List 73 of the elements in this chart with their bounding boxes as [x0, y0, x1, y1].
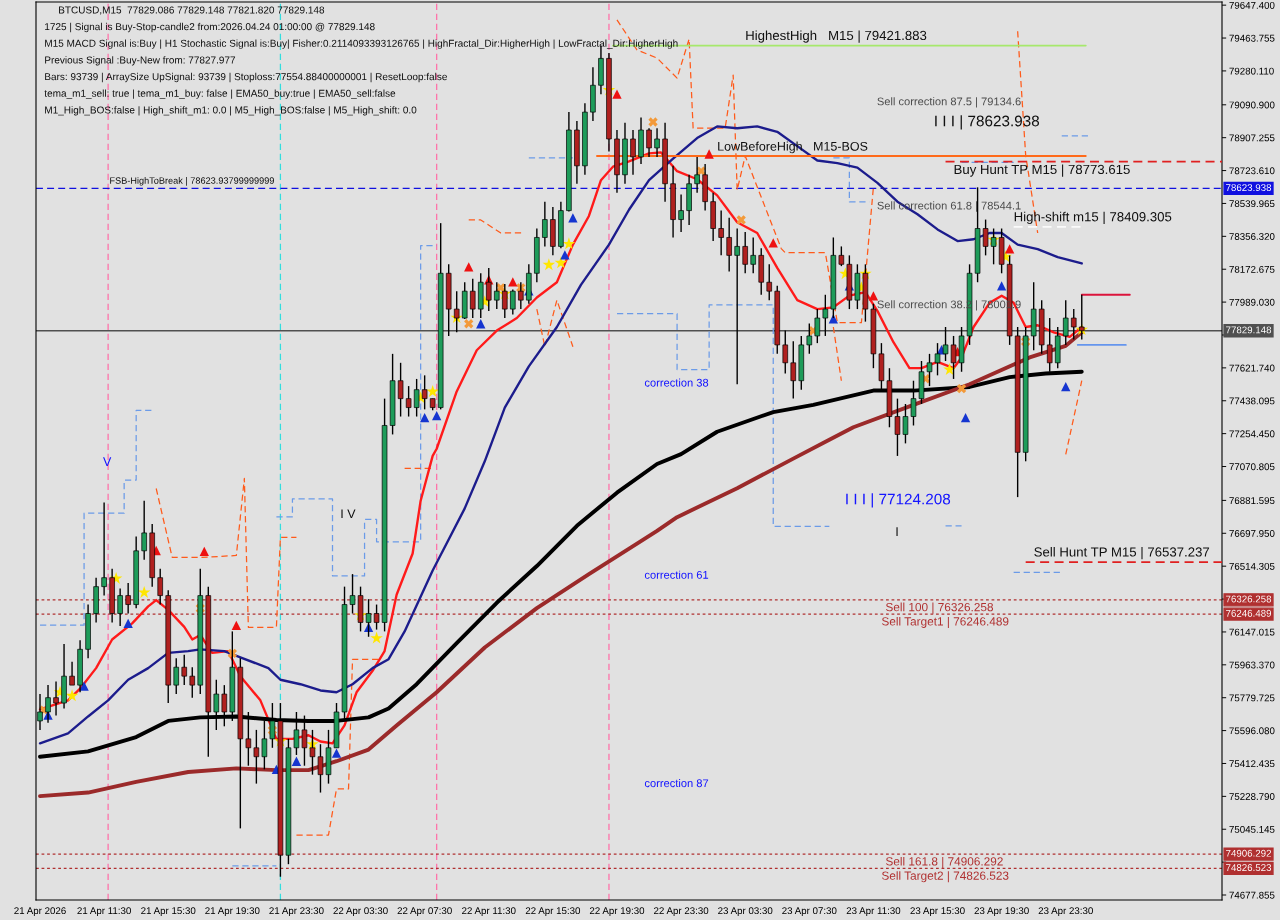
y-tick-label: 76881.595	[1229, 497, 1275, 505]
annotation: tema_m1_sell: true | tema_m1_buy: false | EMA50_buy:true | EMA50_sell:false	[44, 89, 396, 99]
y-tick-label: 78723.610	[1229, 167, 1275, 175]
annotation: correction 38	[644, 378, 709, 387]
annotation: BTCUSD,M15 77829.086 77829.148 77821.820 77829.148	[59, 6, 325, 15]
annotation: correction 61	[644, 570, 709, 579]
y-tick-label: 75963.370	[1229, 661, 1275, 669]
x-tick-label: 21 Apr 19:30	[205, 907, 260, 917]
y-tick-label: 77070.805	[1229, 463, 1275, 471]
annotation: I	[896, 527, 898, 536]
annotation: Buy Hunt TP M15 | 78773.615	[954, 164, 1130, 177]
y-tick-label: 77438.095	[1229, 397, 1275, 405]
ref-line-label: 76326.258	[1226, 595, 1272, 603]
y-tick-label: 78907.255	[1229, 134, 1275, 142]
annotation: Previous Signal :Buy-New from: 77827.977	[45, 56, 236, 66]
ref-line-label: 77829.148	[1226, 326, 1272, 334]
x-tick-label: 23 Apr 03:30	[718, 907, 773, 917]
x-tick-label: 23 Apr 15:30	[910, 907, 965, 917]
x-tick-label: 22 Apr 23:30	[654, 907, 709, 917]
y-tick-label: 76147.015	[1229, 628, 1275, 636]
annotation: Sell 161.8 | 74906.292	[885, 856, 1003, 868]
y-tick-label: 78539.965	[1229, 200, 1275, 208]
ref-line-label: 78623.938	[1226, 184, 1272, 192]
annotation: Sell 100 | 76326.258	[885, 602, 994, 614]
annotation: Bars: 93739 | ArraySize UpSignal: 93739 | Stoploss:77554.88400000001 | ResetLoop:false	[45, 72, 447, 83]
annotation: Sell correction 87.5 | 79134.6	[877, 97, 1021, 108]
annotation: High-shift m15 | 78409.305	[1014, 211, 1172, 225]
y-tick-label: 79463.755	[1229, 34, 1275, 42]
x-tick-label: 23 Apr 19:30	[974, 907, 1029, 917]
y-tick-label: 78172.675	[1229, 265, 1275, 273]
x-tick-label: 21 Apr 15:30	[141, 907, 196, 917]
annotation: M15 MACD Signal is:Buy | H1 Stochastic Signal is:Buy| Fisher:0.2114093393126765 | HighFractal_Dir:HigherHigh | LowFractal_Dir:HigherHigh	[45, 39, 678, 49]
y-tick-label: 75045.145	[1229, 825, 1275, 833]
annotation: Sell Hunt TP M15 | 76537.237	[1034, 546, 1210, 560]
ref-line-label: 76246.489	[1226, 609, 1272, 617]
x-tick-label: 23 Apr 07:30	[782, 907, 837, 917]
annotation: I V	[341, 509, 356, 518]
x-tick-label: 21 Apr 2026	[14, 907, 66, 917]
x-tick-label: 22 Apr 19:30	[589, 907, 645, 917]
annotation: Sell Target1 | 76246.489	[881, 616, 1009, 628]
annotation: FSB-HighToBreak | 78623.93799999999	[110, 177, 274, 186]
y-tick-label: 74677.855	[1229, 891, 1275, 899]
x-tick-label: 22 Apr 11:30	[462, 907, 516, 917]
y-tick-label: 75779.725	[1229, 694, 1275, 702]
y-tick-label: 77621.740	[1229, 364, 1275, 372]
x-tick-label: 22 Apr 15:30	[525, 907, 581, 917]
ref-line-label: 74826.523	[1226, 864, 1272, 871]
annotation: I I I | 78623.938	[935, 115, 1040, 130]
y-tick-label: 76514.305	[1229, 562, 1275, 570]
annotation: I I I | 77124.208	[846, 493, 951, 508]
x-tick-label: 23 Apr 23:30	[1038, 907, 1093, 917]
x-tick-label: 21 Apr 11:30	[77, 907, 131, 917]
y-tick-label: 78356.320	[1229, 233, 1275, 240]
y-tick-label: 79090.900	[1229, 101, 1275, 109]
annotation: M1_High_BOS:false | High_shift_m1: 0.0 | M5_High_BOS:false | M5_High_shift: 0.0	[45, 106, 417, 116]
ref-line-label: 74906.292	[1226, 849, 1272, 857]
x-tick-label: 22 Apr 03:30	[333, 907, 388, 917]
annotation: correction 87	[644, 778, 709, 788]
y-tick-label: 75596.080	[1229, 727, 1275, 735]
y-tick-label: 77254.450	[1229, 430, 1275, 438]
x-tick-label: 22 Apr 07:30	[397, 907, 452, 917]
y-tick-label: 77989.030	[1229, 298, 1275, 306]
x-tick-label: 21 Apr 23:30	[269, 907, 324, 917]
y-tick-label: 79647.400	[1229, 1, 1275, 9]
y-tick-label: 79280.110	[1229, 67, 1274, 75]
y-tick-label: 76697.950	[1229, 530, 1275, 537]
annotation: LowBeforeHigh M15-BOS	[718, 141, 868, 154]
annotation: HighestHigh M15 | 79421.883	[746, 30, 927, 43]
annotation: Sell Target2 | 74826.523	[881, 871, 1009, 883]
x-tick-label: 23 Apr 11:30	[846, 907, 901, 917]
y-tick-label: 75228.790	[1229, 793, 1275, 800]
annotation: V	[103, 457, 112, 466]
y-tick-label: 75412.435	[1229, 760, 1275, 768]
